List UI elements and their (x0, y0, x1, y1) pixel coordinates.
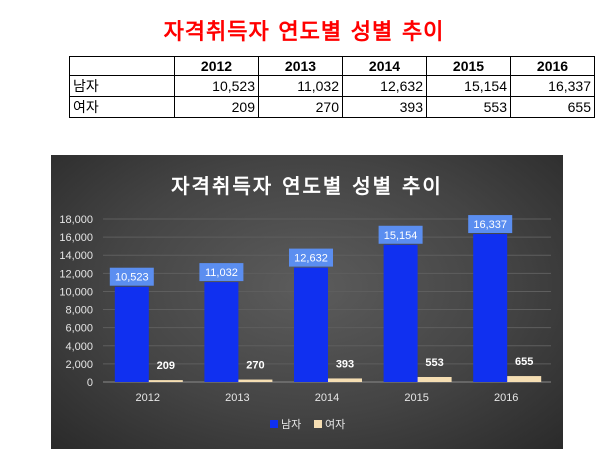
y-tick-label: 0 (87, 377, 93, 389)
chart-title: 자격취득자 연도별 성별 추이 (171, 174, 443, 198)
table-cell: 655 (510, 96, 595, 118)
y-tick-label: 8,000 (65, 305, 93, 317)
table-header-row: 2012 2013 2014 2015 2016 (69, 56, 595, 76)
row-label: 여자 (69, 96, 175, 118)
bar-female (417, 376, 452, 382)
y-tick-label: 4,000 (65, 341, 93, 353)
table-row: 남자 10,523 11,032 12,632 15,154 16,337 (69, 75, 595, 97)
table-cell: 15,154 (426, 75, 511, 97)
bar-chart: 자격취득자 연도별 성별 추이 0 2,000 4,000 6,000 8,000 10,0… (59, 174, 551, 431)
table-cell: 209 (174, 96, 259, 118)
data-label-female: 270 (246, 360, 264, 372)
legend-swatch-female (314, 420, 322, 428)
data-table: 2012 2013 2014 2015 2016 남자 10,523 11,03… (69, 56, 595, 118)
row-label: 남자 (69, 75, 175, 97)
bar-male (114, 286, 149, 382)
data-label-female: 553 (425, 357, 443, 369)
legend-label-male: 남자 (281, 418, 301, 431)
table-cell: 553 (426, 96, 511, 118)
bar-male (473, 234, 508, 382)
table-row: 여자 209 270 393 553 655 (69, 96, 595, 118)
data-label-male: 10,523 (115, 272, 149, 284)
table-cell: 11,032 (258, 75, 343, 97)
bar-female (238, 379, 273, 382)
bar-male (204, 282, 239, 382)
y-tick-label: 16,000 (59, 232, 93, 244)
table-cell: 16,337 (510, 75, 595, 97)
data-label-male: 15,154 (384, 230, 418, 242)
table-cell: 10,523 (174, 75, 259, 97)
y-tick-label: 14,000 (59, 250, 93, 262)
legend-label-female: 여자 (325, 418, 345, 431)
legend-swatch-male (270, 420, 278, 428)
data-label-male: 16,337 (473, 219, 507, 231)
x-tick-label: 2016 (494, 392, 518, 404)
table-header-cell: 2013 (258, 56, 343, 76)
data-label-box (109, 267, 154, 286)
bar-male (294, 267, 328, 382)
x-tick-label: 2013 (225, 392, 249, 404)
table-cell: 270 (258, 96, 343, 118)
bar-female (148, 380, 183, 382)
data-label-box (468, 215, 513, 234)
y-tick-label: 18,000 (59, 214, 93, 226)
table-header-cell (69, 56, 175, 76)
data-label-female: 655 (515, 356, 533, 368)
bar-female (507, 376, 542, 382)
bar-female (328, 378, 362, 382)
table-cell: 393 (342, 96, 427, 118)
data-label-female: 393 (336, 358, 354, 370)
table-header-cell: 2012 (174, 56, 259, 76)
data-label-box (199, 263, 244, 282)
x-tick-label: 2015 (404, 392, 428, 404)
table-header-cell: 2015 (426, 56, 511, 76)
y-tick-label: 6,000 (65, 323, 93, 335)
data-label-box (289, 248, 333, 267)
table-header-cell: 2014 (342, 56, 427, 76)
x-tick-label: 2014 (315, 392, 339, 404)
table-cell: 12,632 (342, 75, 427, 97)
bar-male (383, 244, 418, 382)
y-tick-label: 10,000 (59, 286, 93, 298)
data-label-male: 11,032 (205, 267, 238, 279)
chart-area: 자격취득자 연도별 성별 추이 0 2,000 4,000 6,000 8,000 10,0… (51, 155, 563, 449)
data-label-box (378, 225, 423, 244)
page-title: 자격취득자 연도별 성별 추이 (163, 20, 445, 45)
data-label-male: 12,632 (294, 253, 328, 265)
table-header-cell: 2016 (510, 56, 595, 76)
y-tick-label: 2,000 (65, 359, 93, 371)
y-tick-label: 12,000 (59, 268, 93, 280)
data-label-female: 209 (157, 360, 175, 372)
x-tick-label: 2012 (136, 392, 160, 404)
